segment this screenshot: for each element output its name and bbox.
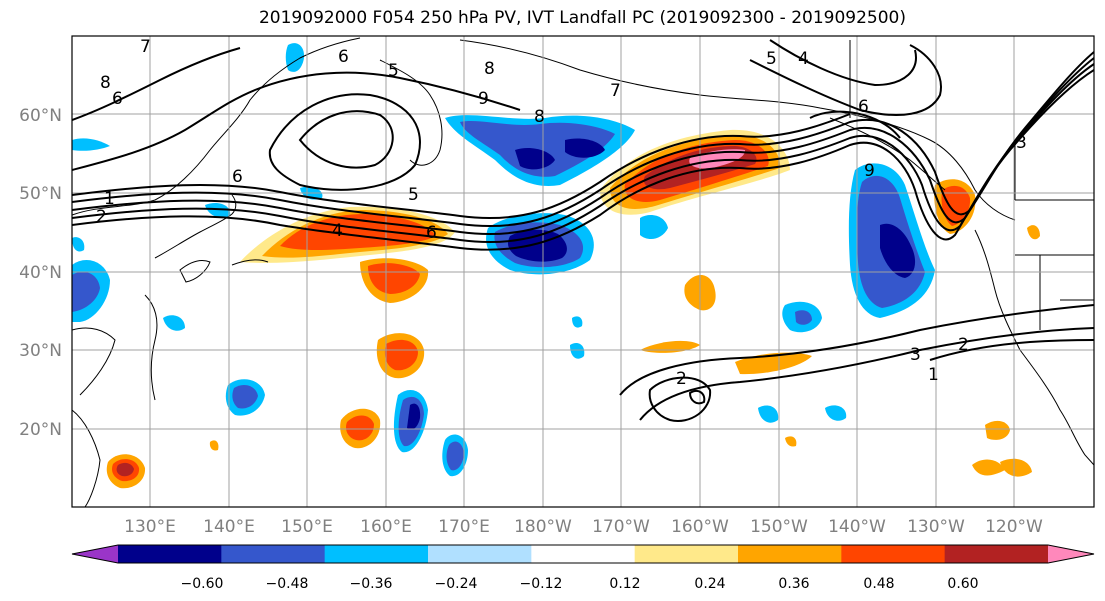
negative-anomaly-shading	[72, 43, 935, 477]
contour-label: 5	[388, 61, 399, 81]
lon-label: 120°W	[985, 517, 1043, 537]
colorbar-bin	[738, 545, 842, 563]
colorbar-bin	[324, 545, 429, 563]
lat-label-50: 50°N	[19, 184, 62, 204]
lon-label: 130°E	[124, 517, 176, 537]
colorbar-tick-label: −0.48	[266, 576, 309, 592]
lon-label: 150°E	[281, 517, 333, 537]
colorbar-bin	[634, 545, 739, 563]
contour-label: 4	[332, 221, 343, 241]
colorbar-bin	[531, 545, 636, 563]
longitude-labels: 130°E 140°E 150°E 160°E 170°E 180°W 170°…	[124, 517, 1043, 537]
contour-label: 5	[766, 49, 777, 69]
colorbar-extend-max	[1048, 545, 1094, 563]
lon-label: 170°W	[592, 517, 650, 537]
lat-label-30: 30°N	[19, 341, 62, 361]
contour-label: 5	[408, 185, 419, 205]
colorbar-tick-label: 0.24	[694, 576, 725, 592]
lon-label: 180°W	[514, 517, 572, 537]
map-title: 2019092000 F054 250 hPa PV, IVT Landfall…	[258, 8, 906, 28]
contour-label: 6	[232, 167, 243, 187]
lat-label-60: 60°N	[19, 106, 62, 126]
contour-label: 2	[676, 369, 687, 389]
colorbar-tick-labels: −0.60 −0.48 −0.36 −0.24 −0.12 0.12 0.24 …	[181, 576, 979, 592]
contour-label: 4	[798, 49, 809, 69]
colorbar-tick-label: −0.36	[350, 576, 393, 592]
map-border	[71, 35, 1095, 508]
lon-label: 160°E	[360, 517, 412, 537]
latitude-labels: 60°N 50°N 40°N 30°N 20°N	[19, 106, 62, 440]
colorbar-tick-label: −0.24	[435, 576, 478, 592]
contour-label: 2	[958, 335, 969, 355]
colorbar-tick-label: 0.60	[947, 576, 978, 592]
lon-label: 140°E	[203, 517, 255, 537]
colorbar-extend-min	[72, 545, 118, 563]
contour-label: 3	[910, 345, 921, 365]
colorbar-outline	[71, 544, 1095, 564]
contour-label: 9	[864, 161, 875, 181]
lon-label: 130°W	[907, 517, 965, 537]
colorbar-tick-label: −0.12	[520, 576, 563, 592]
lon-label: 140°W	[828, 517, 886, 537]
contour-label: 6	[858, 97, 869, 117]
contour-label: 6	[112, 89, 123, 109]
contour-label: 3	[1016, 133, 1027, 153]
lat-label-20: 20°N	[19, 420, 62, 440]
colorbar-bin	[944, 545, 1049, 563]
contour-labels: 8 6 7 6 5 8 8 9 5 4 6 1 2 5 6 4 6 9 3 2 …	[96, 37, 1027, 389]
colorbar-tick-label: 0.12	[609, 576, 640, 592]
contour-label: 6	[338, 47, 349, 67]
lon-label: 150°W	[750, 517, 808, 537]
contour-label: 9	[478, 89, 489, 109]
colorbar-bin	[841, 545, 946, 563]
contour-label: 1	[928, 365, 939, 385]
colorbar	[71, 544, 1095, 564]
contour-label: 8	[100, 73, 111, 93]
colorbar-tick-label: 0.36	[778, 576, 809, 592]
colorbar-bin	[118, 545, 222, 563]
pv-contours	[72, 39, 1094, 422]
contour-label: 7	[610, 81, 621, 101]
contour-label: 7	[140, 37, 151, 57]
contour-label: 6	[426, 223, 437, 243]
contour-label: 8	[534, 107, 545, 127]
contour-label: 1	[104, 189, 115, 209]
lon-label: 170°E	[438, 517, 490, 537]
colorbar-tick-label: 0.48	[863, 576, 894, 592]
colorbar-bin	[221, 545, 326, 563]
lon-label: 160°W	[671, 517, 729, 537]
lat-label-40: 40°N	[19, 263, 62, 283]
colorbar-tick-label: −0.60	[181, 576, 224, 592]
contour-label: 2	[96, 207, 107, 227]
contour-label: 8	[484, 59, 495, 79]
colorbar-bin	[428, 545, 532, 563]
